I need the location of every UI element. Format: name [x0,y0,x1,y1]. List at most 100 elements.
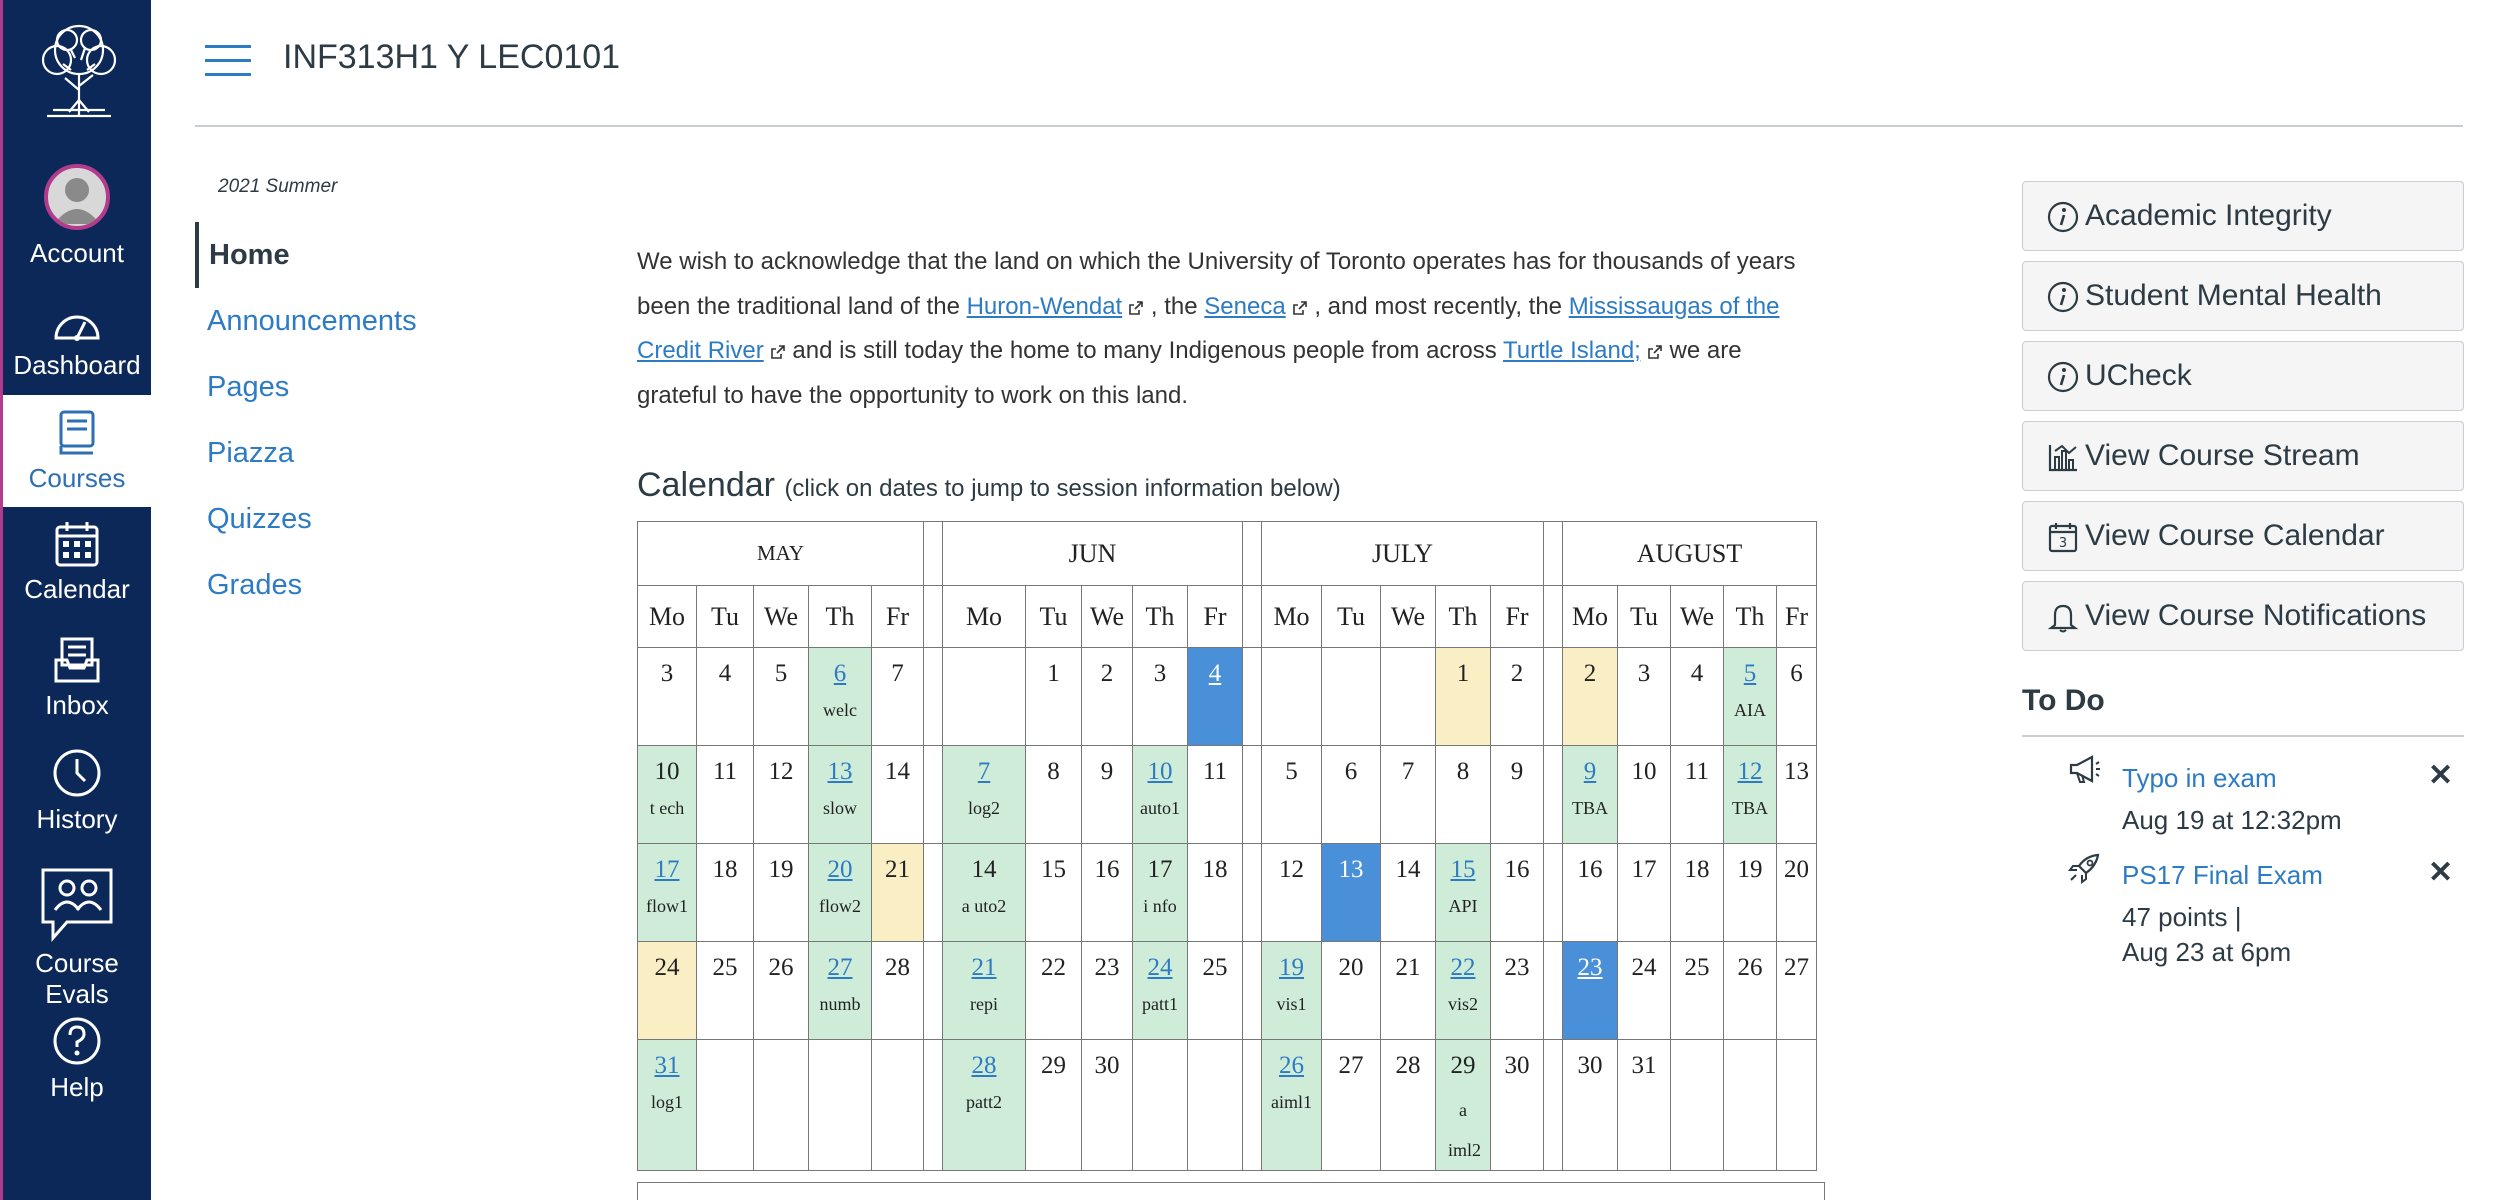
course-nav-piazza[interactable]: Piazza [207,437,295,469]
calendar-table-continuation [637,1182,1825,1200]
calendar-date: 8 [1047,758,1060,785]
calendar-day-cell[interactable]: 22 vis2 [1435,941,1491,1040]
calendar-date-link[interactable]: 13 [827,758,853,785]
calendar-day-cell: 2 [1490,647,1544,746]
nav-help[interactable]: Help [3,1016,151,1103]
external-link-icon [770,345,785,359]
course-nav-quizzes[interactable]: Quizzes [207,503,312,535]
calendar-day-cell: 1 [1435,647,1491,746]
course-nav-grades[interactable]: Grades [207,569,303,601]
calendar-date-link[interactable]: 10 [1147,758,1173,785]
calendar-day-cell[interactable]: 23 [1562,941,1618,1040]
university-logo[interactable] [27,20,131,120]
nav-history[interactable]: History [3,748,151,835]
calendar-date-link[interactable]: 20 [827,856,853,883]
month-header-row: MAY JUN JULY AUGUST [637,521,1817,586]
calendar-day-cell[interactable]: 15 API [1435,843,1491,942]
month-separator [1242,521,1262,586]
student-mental-health-button[interactable]: Student Mental Health [2022,261,2464,331]
nav-courses[interactable]: Courses [3,395,151,507]
calendar-day-cell[interactable]: 19 vis1 [1261,941,1322,1040]
ucheck-button[interactable]: UCheck [2022,341,2464,411]
calendar-date-link[interactable]: 27 [827,954,853,981]
calendar-date-link[interactable]: 5 [1743,660,1757,687]
calendar-date-link[interactable]: 7 [977,758,991,785]
calendar-day-cell[interactable]: 20 flow2 [808,843,872,942]
calendar-date-link[interactable]: 17 [654,856,680,883]
calendar-date-link[interactable]: 12 [1737,758,1763,785]
external-link-icon [1129,300,1144,315]
nav-account[interactable]: Account [3,164,151,269]
weekday-header: Mo [637,585,697,648]
calendar-date-link[interactable]: 15 [1450,856,1476,883]
calendar-date: 12 [1279,856,1304,883]
calendar-date-link[interactable]: 24 [1147,954,1173,981]
calendar-day-cell: 16 [1081,843,1133,942]
calendar-date: 23 [1504,954,1530,981]
calendar-day-cell[interactable]: 21 repi [942,941,1026,1040]
link-mississaugas[interactable]: Mississaugas of the Credit River [637,292,1780,365]
course-menu-toggle-button[interactable] [205,45,251,77]
calendar-day-cell[interactable]: 4 [1187,647,1243,746]
calendar-date: 15 [1041,856,1066,883]
dismiss-todo-button[interactable]: ✕ [2428,759,2454,792]
calendar-date-link[interactable]: 26 [1279,1052,1304,1079]
calendar-date-link[interactable]: 22 [1450,954,1476,981]
calendar-date: 14 [971,856,997,883]
session-label: aiml1 [1271,1092,1312,1112]
course-nav-home[interactable]: Home [195,222,545,288]
link-turtle-island[interactable]: Turtle Island; [1503,337,1641,364]
calendar-date-link[interactable]: 28 [971,1052,997,1079]
calendar-day-cell: 24 [1617,941,1671,1040]
calendar-day-cell[interactable]: 7 log2 [942,745,1026,844]
nav-calendar[interactable]: Calendar [3,520,151,605]
calendar-date-link[interactable]: 31 [654,1052,680,1079]
calendar-day-cell[interactable]: 9 TBA [1562,745,1618,844]
calendar-day-cell[interactable]: 31 log1 [637,1039,697,1171]
link-huron-wendat[interactable]: Huron-Wendat [966,292,1123,320]
calendar-date: 27 [1784,954,1809,981]
view-course-calendar-button[interactable]: 3 View Course Calendar [2022,501,2464,571]
weekday-header: Th [1723,585,1777,648]
calendar-date-link[interactable]: 4 [1208,660,1222,687]
calendar-day-cell[interactable]: 24 patt1 [1132,941,1188,1040]
calendar-day-cell: 24 [637,941,697,1040]
academic-integrity-button[interactable]: Academic Integrity [2022,181,2464,251]
calendar-day-cell[interactable]: 10 auto1 [1132,745,1188,844]
todo-item-link[interactable]: PS17 Final Exam [2122,860,2323,890]
nav-course-evals[interactable]: Course Evals [3,866,151,1010]
todo-item-link[interactable]: Typo in exam [2122,763,2277,793]
calendar-day-cell[interactable]: 12 TBA [1723,745,1777,844]
calendar-date: 17 [1631,856,1657,883]
calendar-day-cell[interactable]: 13 slow [808,745,872,844]
todo-item-points: 47 points | [2122,902,2242,932]
calendar-day-cell[interactable]: 5 AIA [1723,647,1777,746]
link-seneca[interactable]: Seneca [1204,292,1286,320]
course-nav-announcements[interactable]: Announcements [207,305,417,337]
course-nav-pages[interactable]: Pages [207,371,290,403]
calendar-day-cell[interactable]: 27 numb [808,941,872,1040]
calendar-day-cell[interactable]: 26 aiml1 [1261,1039,1322,1171]
view-course-stream-button[interactable]: View Course Stream [2022,421,2464,491]
calendar-date: 13 [1338,856,1364,883]
course-title[interactable]: INF313H1 Y LEC0101 [283,38,621,76]
weekday-header: Fr [1776,585,1817,648]
calendar-date-link[interactable]: 21 [971,954,997,981]
calendar-day-cell[interactable]: 13 [1321,843,1381,942]
calendar-day-cell: 12 [753,745,809,844]
todo-item-date: Aug 23 at 6pm [2122,937,2292,967]
calendar-day-cell[interactable]: 6 welc [808,647,872,746]
calendar-day-cell: 29 a iml2 [1435,1039,1491,1171]
calendar-date [1188,1040,1242,1052]
calendar-date-link[interactable]: 23 [1577,954,1603,981]
calendar-day-cell: 29 [1025,1039,1082,1171]
calendar-day-cell[interactable]: 28 patt2 [942,1039,1026,1171]
dismiss-todo-button[interactable]: ✕ [2428,856,2454,889]
calendar-date-link[interactable]: 6 [833,660,847,687]
calendar-day-cell[interactable]: 17 flow1 [637,843,697,942]
calendar-date-link[interactable]: 19 [1279,954,1304,981]
nav-inbox[interactable]: Inbox [3,636,151,721]
view-course-notifications-button[interactable]: View Course Notifications [2022,581,2464,651]
nav-dashboard[interactable]: Dashboard [3,304,151,381]
calendar-date-link[interactable]: 9 [1583,758,1597,785]
